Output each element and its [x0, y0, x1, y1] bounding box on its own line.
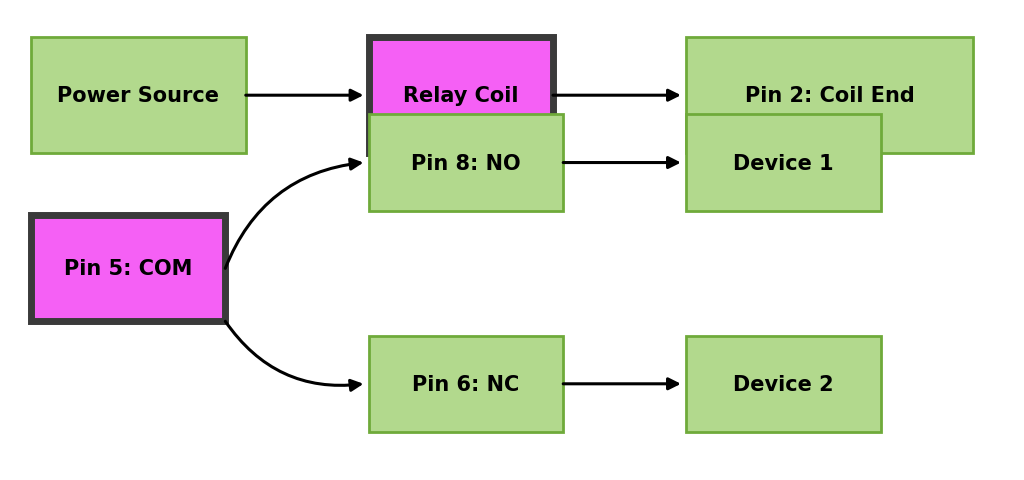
FancyBboxPatch shape [686, 115, 881, 211]
FancyBboxPatch shape [31, 38, 246, 154]
FancyBboxPatch shape [369, 115, 563, 211]
FancyBboxPatch shape [369, 38, 553, 154]
Text: Pin 6: NC: Pin 6: NC [413, 374, 519, 394]
Text: Power Source: Power Source [57, 86, 219, 106]
FancyBboxPatch shape [686, 38, 973, 154]
Text: Pin 2: Coil End: Pin 2: Coil End [744, 86, 914, 106]
Text: Pin 8: NO: Pin 8: NO [411, 153, 521, 173]
Text: Relay Coil: Relay Coil [403, 86, 518, 106]
Text: Pin 5: COM: Pin 5: COM [63, 259, 193, 279]
FancyBboxPatch shape [686, 336, 881, 432]
FancyBboxPatch shape [369, 336, 563, 432]
Text: Device 2: Device 2 [733, 374, 834, 394]
FancyBboxPatch shape [31, 216, 225, 322]
Text: Device 1: Device 1 [733, 153, 834, 173]
